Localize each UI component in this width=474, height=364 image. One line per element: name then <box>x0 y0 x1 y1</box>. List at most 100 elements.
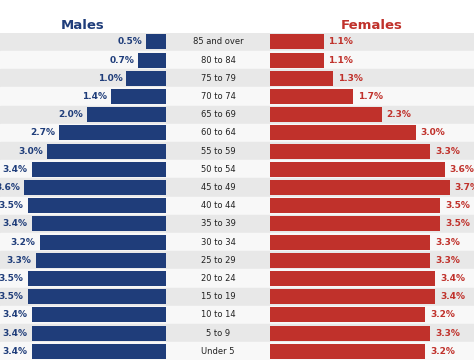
Bar <box>270 215 474 233</box>
Bar <box>270 87 474 106</box>
Bar <box>27 289 166 304</box>
Text: 60 to 64: 60 to 64 <box>201 128 236 137</box>
Bar <box>166 197 270 215</box>
Bar <box>166 288 270 306</box>
Bar <box>0 233 166 251</box>
Text: Under 5: Under 5 <box>201 347 235 356</box>
Bar <box>270 180 450 195</box>
Text: 10 to 14: 10 to 14 <box>201 310 236 319</box>
Text: 3.2%: 3.2% <box>11 238 36 246</box>
Bar <box>0 288 166 306</box>
Text: 30 to 34: 30 to 34 <box>201 238 236 246</box>
Bar <box>270 125 416 141</box>
Bar <box>166 342 270 360</box>
Bar <box>270 35 324 49</box>
Text: 1.7%: 1.7% <box>357 92 383 101</box>
Bar <box>270 253 430 268</box>
Bar <box>138 52 166 67</box>
Text: 15 to 19: 15 to 19 <box>201 292 236 301</box>
Bar <box>270 271 435 286</box>
Bar <box>0 269 166 288</box>
Bar <box>270 51 474 69</box>
Bar <box>270 344 426 359</box>
Bar <box>0 160 166 178</box>
Text: 80 to 84: 80 to 84 <box>201 56 236 64</box>
Text: 3.0%: 3.0% <box>420 128 446 137</box>
Text: 3.0%: 3.0% <box>18 147 44 155</box>
Bar <box>47 143 166 159</box>
Bar <box>270 324 474 342</box>
Bar <box>270 69 474 87</box>
Bar <box>0 51 166 69</box>
Text: 5 to 9: 5 to 9 <box>206 329 230 337</box>
Bar <box>270 198 440 213</box>
Text: 3.4%: 3.4% <box>3 347 27 356</box>
Text: 1.0%: 1.0% <box>98 74 122 83</box>
Bar <box>110 89 166 104</box>
Text: 1.3%: 1.3% <box>338 74 363 83</box>
Title: Females: Females <box>341 19 403 32</box>
Bar <box>270 288 474 306</box>
Bar <box>27 271 166 286</box>
Bar <box>166 142 270 160</box>
Bar <box>166 178 270 197</box>
Bar <box>270 124 474 142</box>
Text: 0.7%: 0.7% <box>109 56 134 64</box>
Text: 40 to 44: 40 to 44 <box>201 201 236 210</box>
Bar <box>270 235 430 250</box>
Text: 3.2%: 3.2% <box>430 310 455 319</box>
Bar <box>0 306 166 324</box>
Bar <box>32 344 166 359</box>
Bar <box>32 162 166 177</box>
Text: 2.3%: 2.3% <box>387 110 411 119</box>
Bar <box>166 87 270 106</box>
Bar <box>270 342 474 360</box>
Bar <box>0 342 166 360</box>
Text: 1.4%: 1.4% <box>82 92 107 101</box>
Bar <box>270 71 333 86</box>
Text: 3.2%: 3.2% <box>430 347 455 356</box>
Bar <box>39 235 166 250</box>
Bar <box>166 106 270 124</box>
Bar <box>32 216 166 232</box>
Text: 50 to 54: 50 to 54 <box>201 165 236 174</box>
Bar <box>32 307 166 323</box>
Text: 0.5%: 0.5% <box>118 37 142 46</box>
Bar <box>270 307 426 323</box>
Text: 3.3%: 3.3% <box>435 256 460 265</box>
Text: 3.4%: 3.4% <box>3 219 27 228</box>
Text: 3.4%: 3.4% <box>3 329 27 337</box>
Bar <box>166 124 270 142</box>
Bar <box>166 33 270 51</box>
Bar <box>0 197 166 215</box>
Bar <box>270 197 474 215</box>
Bar <box>0 251 166 269</box>
Bar <box>270 89 353 104</box>
Text: 70 to 74: 70 to 74 <box>201 92 236 101</box>
Text: 55 to 59: 55 to 59 <box>201 147 236 155</box>
Text: 3.4%: 3.4% <box>3 165 27 174</box>
Text: 3.4%: 3.4% <box>3 310 27 319</box>
Text: 1.1%: 1.1% <box>328 37 353 46</box>
Bar <box>270 306 474 324</box>
Bar <box>166 269 270 288</box>
Title: Males: Males <box>61 19 105 32</box>
Bar <box>270 160 474 178</box>
Text: 3.3%: 3.3% <box>7 256 32 265</box>
Bar <box>270 289 435 304</box>
Bar <box>24 180 166 195</box>
Bar <box>270 162 445 177</box>
Bar <box>0 33 166 51</box>
Text: 25 to 29: 25 to 29 <box>201 256 236 265</box>
Bar <box>270 326 430 341</box>
Bar <box>166 306 270 324</box>
Text: 75 to 79: 75 to 79 <box>201 74 236 83</box>
Text: 65 to 69: 65 to 69 <box>201 110 236 119</box>
Bar <box>270 233 474 251</box>
Text: 3.4%: 3.4% <box>440 274 465 283</box>
Text: 85 and over: 85 and over <box>193 37 243 46</box>
Bar <box>127 71 166 86</box>
Bar <box>166 233 270 251</box>
Text: 3.3%: 3.3% <box>435 329 460 337</box>
Text: 3.5%: 3.5% <box>445 219 470 228</box>
